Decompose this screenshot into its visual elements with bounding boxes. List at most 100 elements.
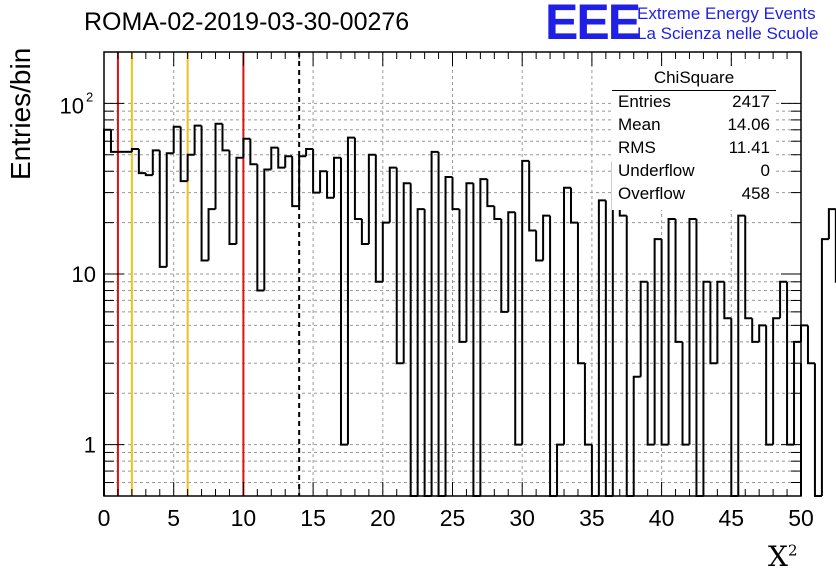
histogram-bin bbox=[822, 239, 829, 496]
x-tick-label: 35 bbox=[579, 505, 605, 531]
histogram-bin bbox=[285, 156, 292, 167]
histogram-bin bbox=[236, 158, 243, 244]
histogram-bin bbox=[348, 138, 355, 445]
histogram-bin bbox=[480, 179, 487, 496]
x-tick-label: 30 bbox=[509, 505, 535, 531]
histogram-bin bbox=[606, 200, 613, 496]
histogram-bin bbox=[738, 216, 745, 496]
histogram-bin bbox=[494, 206, 501, 219]
histogram-bin bbox=[264, 169, 271, 290]
histogram-bin bbox=[132, 149, 139, 152]
histogram-bin bbox=[522, 161, 529, 445]
histogram-bin bbox=[759, 325, 766, 342]
histogram-bin bbox=[250, 139, 257, 164]
stats-row-entries: Entries 2417 bbox=[618, 92, 770, 114]
histogram-bin bbox=[139, 149, 146, 173]
logo-line-1: Extreme Energy Events bbox=[637, 4, 816, 24]
histogram-bin bbox=[425, 209, 432, 496]
histogram-bin bbox=[188, 155, 195, 181]
histogram-bin bbox=[397, 168, 404, 364]
histogram-bin bbox=[209, 209, 216, 260]
stats-divider bbox=[612, 90, 776, 91]
histogram-bin bbox=[376, 155, 383, 282]
x-tick-label: 10 bbox=[231, 505, 257, 531]
chart-title: ROMA-02-2019-03-30-00276 bbox=[84, 8, 409, 37]
eee-logo: EEE bbox=[545, 0, 639, 44]
histogram-bin bbox=[689, 219, 696, 445]
histogram-bin bbox=[641, 282, 648, 377]
histogram-bin bbox=[404, 183, 411, 363]
histogram-bin bbox=[292, 156, 299, 206]
histogram-bin bbox=[745, 216, 752, 319]
histogram-bin bbox=[327, 171, 334, 197]
stats-box: ChiSquare Entries 2417 Mean 14.06 RMS 11… bbox=[612, 66, 776, 210]
histogram-bin bbox=[174, 127, 181, 154]
histogram-bin bbox=[320, 171, 327, 192]
stats-value: 14.06 bbox=[727, 115, 770, 135]
histogram-bin bbox=[613, 163, 620, 496]
histogram-bin bbox=[334, 158, 341, 198]
stats-value: 0 bbox=[761, 161, 770, 181]
y-tick-label-exponent: 2 bbox=[86, 89, 93, 104]
histogram-bin bbox=[752, 318, 759, 342]
histogram-bin bbox=[550, 216, 557, 496]
histogram-bin bbox=[473, 183, 480, 496]
histogram-bin bbox=[390, 168, 397, 223]
histogram-bin bbox=[257, 164, 264, 290]
histogram-bin bbox=[167, 153, 174, 267]
histogram-bin bbox=[104, 130, 111, 496]
histogram-bin bbox=[383, 223, 390, 282]
x-tick-label: 0 bbox=[98, 505, 111, 531]
histogram-bin bbox=[766, 325, 773, 444]
histogram-bin bbox=[536, 230, 543, 260]
logo-line-2: La Scienza nelle Scuole bbox=[637, 24, 818, 44]
histogram-bin bbox=[299, 156, 306, 206]
histogram-bin bbox=[703, 282, 710, 496]
x-tick-label: 20 bbox=[370, 505, 396, 531]
stats-label: Overflow bbox=[618, 184, 685, 204]
x-tick-label: 45 bbox=[719, 505, 745, 531]
histogram-bin bbox=[411, 183, 418, 496]
histogram-bin bbox=[146, 173, 153, 175]
stats-row-mean: Mean 14.06 bbox=[618, 115, 770, 137]
histogram-bin bbox=[808, 325, 815, 363]
histogram-bin bbox=[271, 148, 278, 170]
stats-value: 2417 bbox=[732, 92, 770, 112]
stats-value: 458 bbox=[742, 184, 770, 204]
x-axis-label-sup: 2 bbox=[788, 542, 798, 560]
histogram-bin bbox=[466, 183, 473, 342]
histogram-bin bbox=[731, 318, 738, 496]
histogram-bin bbox=[369, 155, 376, 244]
y-tick-label: 1 bbox=[84, 433, 96, 458]
x-tick-label: 15 bbox=[300, 505, 326, 531]
histogram-bin bbox=[160, 150, 167, 267]
histogram-bin bbox=[278, 148, 285, 168]
stats-label: Underflow bbox=[618, 161, 695, 181]
stats-label: Entries bbox=[618, 92, 671, 112]
stats-row-underflow: Underflow 0 bbox=[618, 161, 770, 183]
histogram-bin bbox=[696, 219, 703, 496]
y-axis-label: Entries/bin bbox=[5, 48, 37, 180]
histogram-bin bbox=[501, 219, 508, 312]
histogram-bin bbox=[222, 124, 229, 151]
histogram-bin bbox=[459, 209, 466, 342]
histogram-bin bbox=[564, 188, 571, 445]
histogram-bin bbox=[229, 150, 236, 244]
y-tick-label: 10 bbox=[72, 262, 96, 287]
histogram-bin bbox=[341, 158, 348, 445]
x-tick-label: 25 bbox=[440, 505, 466, 531]
stats-value: 11.41 bbox=[729, 138, 770, 158]
histogram-bin bbox=[216, 124, 223, 209]
stats-label: RMS bbox=[618, 138, 656, 158]
histogram-bin bbox=[418, 209, 425, 496]
histogram-bin bbox=[446, 177, 453, 496]
histogram-bin bbox=[710, 282, 717, 363]
stats-title: ChiSquare bbox=[612, 68, 776, 88]
histogram-bin bbox=[773, 318, 780, 444]
histogram-bin bbox=[627, 216, 634, 496]
stats-row-overflow: Overflow 458 bbox=[618, 184, 770, 206]
histogram-bin bbox=[801, 325, 808, 342]
histogram-bin bbox=[515, 212, 522, 444]
x-axis-label-base: X bbox=[768, 540, 788, 573]
stats-label: Mean bbox=[618, 115, 661, 135]
